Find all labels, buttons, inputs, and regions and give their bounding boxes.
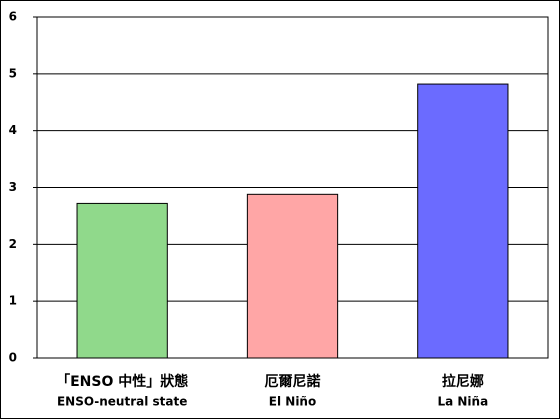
bar: [76, 202, 168, 359]
y-tick-label: 3: [9, 180, 17, 194]
y-tick-label: 5: [9, 66, 17, 80]
x-tick-label: 「ENSO 中性」狀態: [56, 373, 188, 390]
x-tick-sublabel: ENSO-neutral state: [57, 395, 187, 409]
y-tick-label: 0: [9, 351, 17, 365]
bar: [417, 83, 509, 359]
x-tick-sublabel: El Niño: [269, 395, 316, 409]
x-tick-label: 拉尼娜: [442, 373, 484, 390]
x-tick-sublabel: La Niña: [437, 395, 488, 409]
y-tick-label: 1: [9, 294, 17, 308]
bar: [246, 193, 339, 359]
y-tick-label: 6: [9, 10, 17, 24]
y-tick-label: 2: [9, 237, 17, 251]
y-tick-label: 4: [9, 123, 17, 137]
x-tick-label: 厄爾尼諾: [265, 373, 321, 390]
